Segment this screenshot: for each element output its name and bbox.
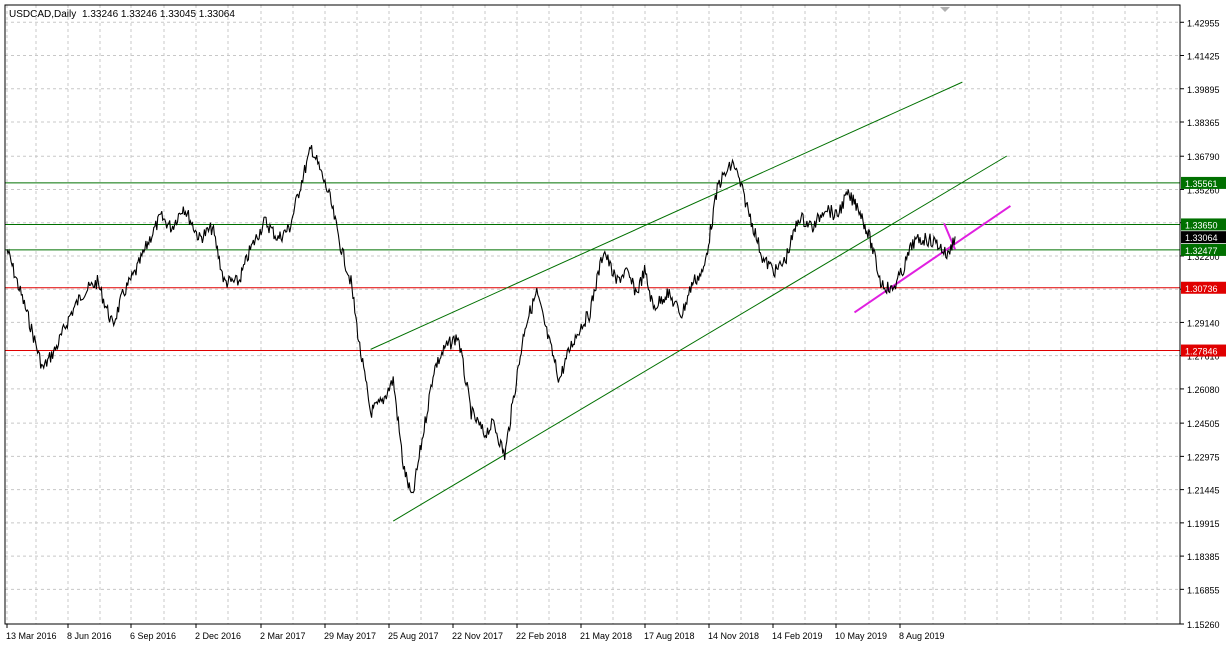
x-tick-label: 10 May 2019 (835, 631, 887, 641)
trendline-channel-upper (370, 81, 963, 350)
horizontal-levels[interactable] (5, 182, 1180, 352)
x-tick-label: 2 Dec 2016 (195, 631, 241, 641)
x-tick-label: 8 Aug 2019 (899, 631, 945, 641)
price-series (6, 145, 956, 494)
price-tag-label: 1.32477 (1185, 246, 1218, 256)
y-tick-label: 1.18385 (1187, 552, 1220, 562)
y-tick-label: 1.22975 (1187, 452, 1220, 462)
y-tick-label: 1.21445 (1187, 486, 1220, 496)
y-tick-label: 1.15260 (1187, 620, 1220, 630)
y-tick-label: 1.32200 (1187, 252, 1220, 262)
x-tick-label: 14 Feb 2019 (772, 631, 823, 641)
price-tag-box (1181, 243, 1226, 256)
x-tick-label: 29 May 2017 (324, 631, 376, 641)
price-tag-label: 1.35561 (1185, 179, 1218, 189)
y-tick-label: 1.41425 (1187, 52, 1220, 62)
chart-shift-icon[interactable] (940, 7, 950, 12)
y-tick-label: 1.42955 (1187, 18, 1220, 28)
y-tick-label: 1.27610 (1187, 352, 1220, 362)
x-tick-label: 17 Aug 2018 (644, 631, 695, 641)
y-tick-label: 1.35260 (1187, 185, 1220, 195)
price-tag-box (1181, 231, 1226, 244)
x-tick-label: 22 Feb 2018 (516, 631, 567, 641)
price-tag-label: 1.33064 (1185, 233, 1218, 243)
y-tick-label: 1.26080 (1187, 385, 1220, 395)
y-tick-label: 1.29140 (1187, 318, 1220, 328)
price-tag-box (1181, 281, 1226, 294)
price-tag-label: 1.27846 (1185, 347, 1218, 357)
x-axis: 13 Mar 2016 8 Jun 2016 6 Sep 2016 2 Dec 201… (6, 624, 945, 641)
trendlines[interactable] (370, 81, 1011, 522)
x-tick-label: 8 Jun 2016 (67, 631, 112, 641)
price-tag-box (1181, 218, 1226, 231)
x-tick-label: 22 Nov 2017 (452, 631, 503, 641)
trendline-marker (943, 222, 956, 250)
y-tick-label: 1.38365 (1187, 118, 1220, 128)
y-tick-label: 1.36790 (1187, 152, 1220, 162)
x-tick-label: 14 Nov 2018 (708, 631, 759, 641)
y-tick-label: 1.19915 (1187, 519, 1220, 529)
price-tag-label: 1.33650 (1185, 220, 1218, 230)
x-tick-label: 25 Aug 2017 (388, 631, 439, 641)
price-line (6, 145, 956, 494)
symbol-label: USDCAD,Daily (9, 9, 76, 20)
trendline-channel-lower (392, 155, 1008, 522)
ohlc-label: 1.33246 1.33246 1.33045 1.33064 (82, 9, 235, 20)
x-tick-label: 21 May 2018 (580, 631, 632, 641)
plot-frame (4, 4, 1181, 625)
x-tick-label: 6 Sep 2016 (130, 631, 176, 641)
x-tick-label: 2 Mar 2017 (260, 631, 306, 641)
price-tag-box (1181, 176, 1226, 189)
x-tick-label: 13 Mar 2016 (6, 631, 57, 641)
trendline-support (853, 205, 1011, 314)
y-tick-label: 1.24505 (1187, 419, 1220, 429)
y-tick-label: 1.39895 (1187, 85, 1220, 95)
price-tag-box (1181, 344, 1226, 357)
y-tick-label: 1.16855 (1187, 585, 1220, 595)
price-tags: 1.35561 1.33650 1.32477 1.30736 1.27846 1.330… (1181, 176, 1226, 357)
price-tag-label: 1.30736 (1185, 284, 1218, 294)
